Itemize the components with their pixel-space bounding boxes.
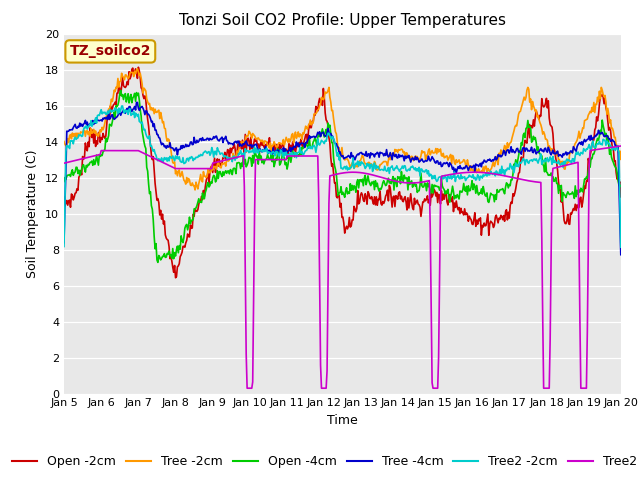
Tree2 -2cm: [433, 179, 440, 184]
Tree -4cm: [132, 99, 140, 105]
Tree2 -4cm: [313, 153, 321, 159]
Tree -2cm: [60, 139, 68, 144]
Tree2 -4cm: [433, 385, 440, 391]
Tree2 -4cm: [617, 143, 625, 149]
Tree -4cm: [159, 141, 167, 147]
Tree -4cm: [617, 252, 625, 258]
Line: Tree -2cm: Tree -2cm: [64, 69, 621, 190]
Tree -2cm: [134, 66, 141, 72]
Open -2cm: [60, 194, 68, 200]
Open -4cm: [390, 187, 398, 193]
Tree2 -2cm: [389, 167, 397, 172]
Tree2 -2cm: [159, 158, 167, 164]
Open -4cm: [161, 251, 168, 256]
Open -4cm: [154, 260, 162, 265]
Tree2 -4cm: [480, 170, 488, 176]
Open -2cm: [159, 221, 167, 227]
Tree -2cm: [617, 156, 625, 162]
Tree2 -4cm: [389, 178, 397, 183]
Tree -4cm: [433, 158, 440, 164]
Line: Open -4cm: Open -4cm: [64, 90, 621, 263]
Text: TZ_soilco2: TZ_soilco2: [70, 44, 151, 59]
Legend: Open -2cm, Tree -2cm, Open -4cm, Tree -4cm, Tree2 -2cm, Tree2 -4cm: Open -2cm, Tree -2cm, Open -4cm, Tree -4…: [7, 450, 640, 473]
Tree2 -2cm: [60, 244, 68, 250]
Open -4cm: [314, 134, 322, 140]
Tree -4cm: [204, 136, 212, 142]
Tree2 -4cm: [243, 385, 251, 391]
Open -4cm: [60, 179, 68, 184]
Open -4cm: [205, 184, 213, 190]
Open -4cm: [434, 184, 442, 190]
Tree2 -4cm: [60, 160, 68, 166]
Open -2cm: [617, 194, 625, 200]
Open -2cm: [205, 181, 213, 187]
Open -2cm: [481, 223, 489, 229]
Y-axis label: Soil Temperature (C): Soil Temperature (C): [26, 149, 40, 278]
Line: Tree2 -2cm: Tree2 -2cm: [64, 106, 621, 247]
Tree -2cm: [205, 170, 213, 176]
Tree2 -4cm: [204, 166, 211, 171]
Tree2 -2cm: [119, 103, 127, 109]
Open -4cm: [481, 192, 489, 198]
Tree2 -2cm: [313, 144, 321, 149]
Tree -4cm: [60, 240, 68, 245]
Title: Tonzi Soil CO2 Profile: Upper Temperatures: Tonzi Soil CO2 Profile: Upper Temperatur…: [179, 13, 506, 28]
Tree -2cm: [191, 187, 199, 193]
Open -4cm: [117, 87, 125, 93]
Tree -2cm: [390, 153, 398, 159]
Tree -2cm: [159, 119, 167, 124]
Tree2 -2cm: [617, 244, 625, 250]
Tree2 -4cm: [159, 159, 166, 165]
Line: Tree2 -4cm: Tree2 -4cm: [64, 146, 621, 388]
Tree -4cm: [313, 132, 321, 138]
Open -2cm: [172, 275, 179, 281]
Tree -2cm: [481, 164, 489, 169]
Tree2 -2cm: [480, 173, 488, 179]
Tree -2cm: [314, 107, 322, 113]
Open -2cm: [434, 200, 442, 205]
Tree2 -2cm: [204, 149, 212, 155]
Open -2cm: [390, 193, 398, 199]
Open -2cm: [314, 108, 322, 114]
Open -2cm: [134, 64, 142, 70]
X-axis label: Time: Time: [327, 414, 358, 427]
Tree -4cm: [480, 157, 488, 163]
Open -4cm: [617, 182, 625, 188]
Line: Open -2cm: Open -2cm: [64, 67, 621, 278]
Line: Tree -4cm: Tree -4cm: [64, 102, 621, 255]
Tree -2cm: [434, 146, 442, 152]
Tree -4cm: [389, 150, 397, 156]
